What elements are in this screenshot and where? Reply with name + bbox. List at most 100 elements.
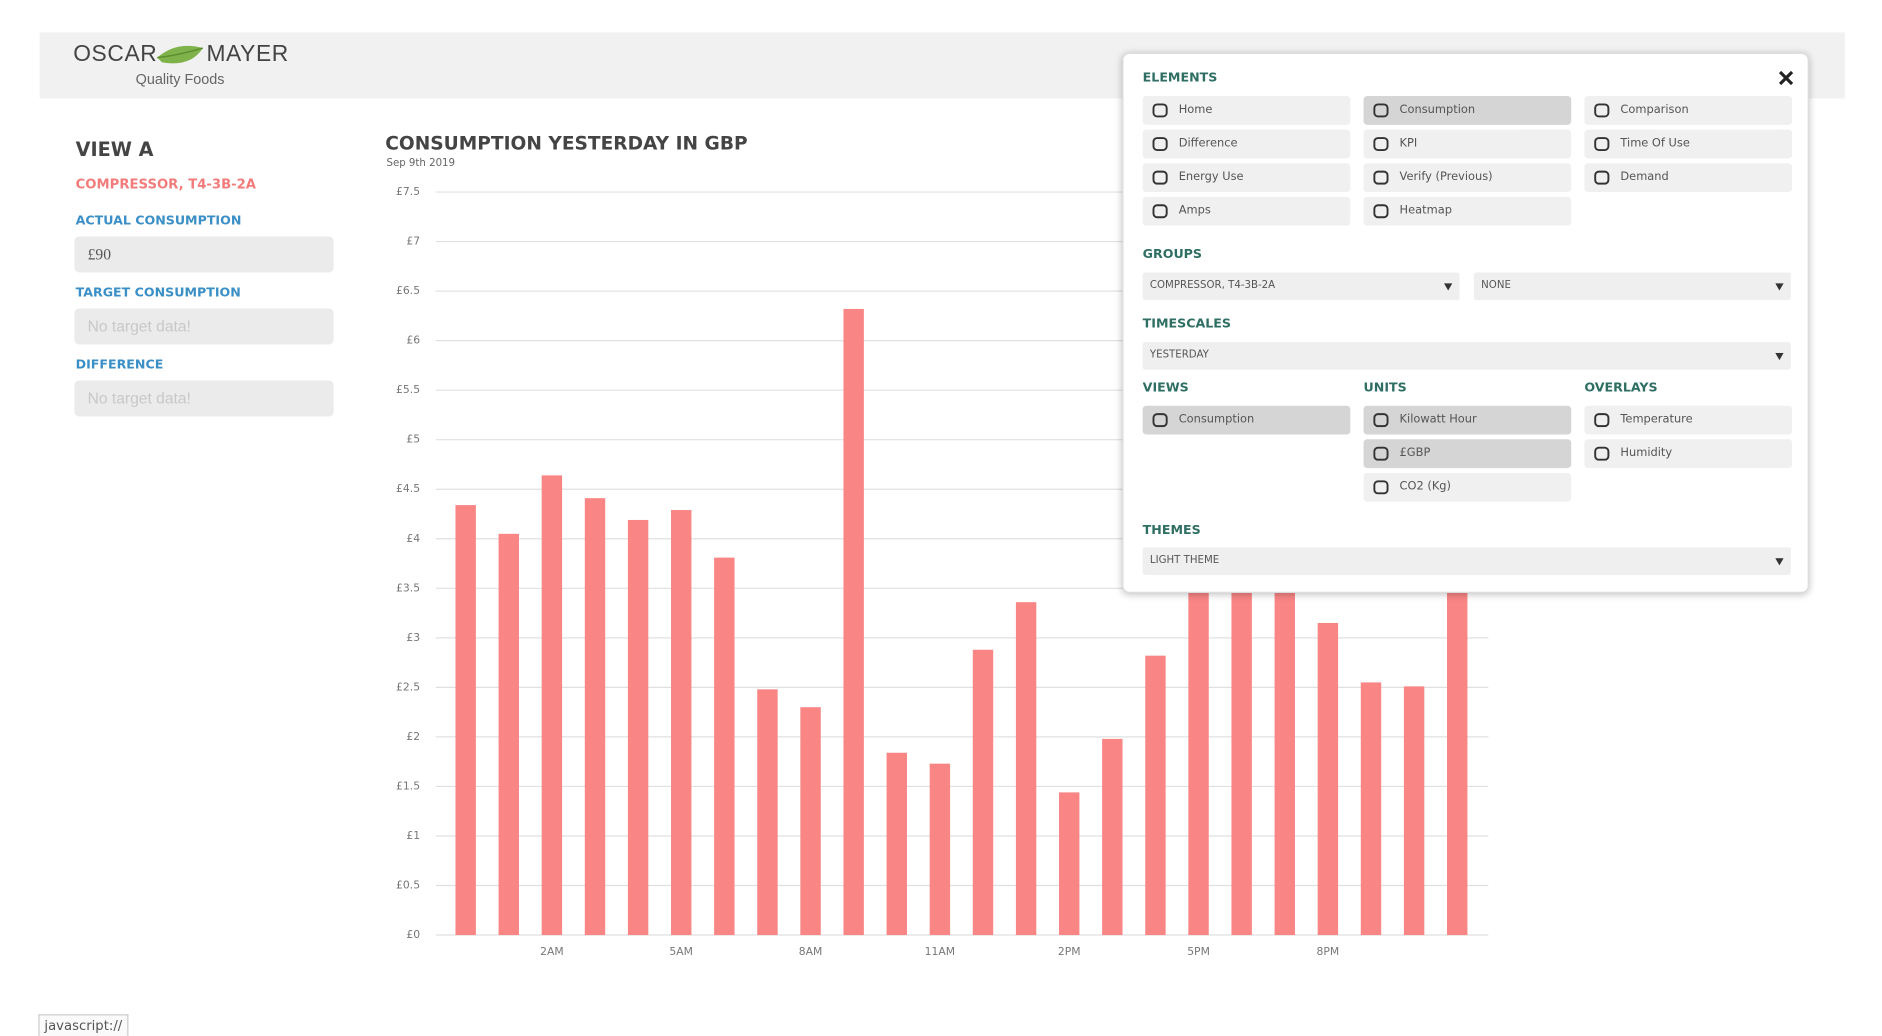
section-title: THEMES — [1143, 523, 1201, 537]
label: Heatmap — [1399, 204, 1452, 218]
y-tick-label: £6 — [406, 334, 420, 347]
toggle-button[interactable]: Heatmap — [1363, 196, 1572, 226]
y-tick-label: £3.5 — [396, 581, 420, 594]
bar — [929, 763, 951, 936]
button-icon — [1594, 137, 1610, 151]
label: Verify (Previous) — [1399, 170, 1493, 184]
logo-leaf — [157, 45, 204, 64]
button-icon — [1373, 413, 1389, 428]
bar — [1015, 602, 1037, 936]
label: OVERLAYS — [1584, 380, 1658, 395]
dropdown-select[interactable]: YESTERDAY — [1142, 342, 1791, 370]
label: CO2 (Kg) — [1399, 480, 1451, 494]
section-title: ELEMENTS — [1143, 71, 1218, 85]
dropdown-select[interactable]: NONE — [1473, 272, 1791, 301]
label: UNITS — [1363, 380, 1407, 395]
button-icon — [1373, 480, 1389, 495]
y-tick-label: £2 — [406, 730, 420, 743]
bar — [584, 498, 606, 936]
toggle-button[interactable]: Kilowatt Hour — [1363, 405, 1572, 435]
toggle-button[interactable]: Consumption — [1363, 96, 1572, 125]
toggle-button[interactable]: Verify (Previous) — [1363, 163, 1572, 193]
toggle-button[interactable]: Energy Use — [1142, 163, 1351, 193]
bar — [1274, 538, 1295, 936]
label: Amps — [1178, 204, 1211, 218]
settings-panel: ELEMENTS Home Consumption Comparison Differe… — [1122, 52, 1809, 593]
button-icon — [1373, 170, 1389, 185]
toggle-button[interactable]: CO2 (Kg) — [1363, 472, 1572, 502]
toggle-button[interactable]: Time Of Use — [1584, 129, 1793, 159]
label: Demand — [1620, 170, 1669, 184]
bar — [1188, 518, 1209, 936]
dropdown-arrow — [1443, 283, 1453, 291]
label: Temperature — [1620, 412, 1693, 427]
y-tick-label: £4.5 — [396, 482, 420, 495]
label: £GBP — [1399, 446, 1431, 460]
button-icon — [1594, 413, 1610, 428]
label: DIFFERENCE — [75, 357, 164, 373]
section-title: VIEWS — [1143, 380, 1189, 394]
label: Kilowatt Hour — [1399, 412, 1477, 427]
label: ACTUAL CONSUMPTION — [75, 213, 242, 229]
toggle-button[interactable]: Amps — [1142, 196, 1351, 226]
label: TIMESCALES — [1142, 316, 1231, 332]
field-label: DIFFERENCE — [76, 358, 164, 372]
label: COMPRESSOR, T4-3B-2A — [1149, 279, 1276, 292]
bar — [1447, 538, 1468, 936]
toggle-button[interactable]: £GBP — [1363, 439, 1572, 469]
bar — [498, 533, 519, 936]
label: £90 — [87, 244, 112, 263]
dropdown-select[interactable]: LIGHT THEME — [1142, 547, 1791, 575]
toggle-button[interactable]: Home — [1142, 96, 1351, 125]
section-title: GROUPS — [1143, 247, 1202, 261]
field-placeholder: No target data! — [74, 308, 334, 345]
bar — [1231, 489, 1252, 936]
label: ELEMENTS — [1142, 70, 1218, 86]
label: KPI — [1399, 136, 1418, 151]
dropdown-arrow — [1775, 283, 1784, 291]
button-icon — [1373, 446, 1389, 461]
brand-left: OSCAR — [73, 42, 158, 68]
toggle-button[interactable]: Temperature — [1584, 405, 1793, 435]
label: Consumption — [1178, 412, 1255, 427]
button-icon — [1152, 204, 1168, 219]
status-bar: javascript:// — [38, 1014, 129, 1036]
toggle-button[interactable]: Difference — [1142, 129, 1351, 159]
label: Comparison — [1620, 103, 1689, 117]
bar — [627, 519, 649, 936]
dropdown-select[interactable]: COMPRESSOR, T4-3B-2A — [1142, 272, 1460, 301]
field-label: TARGET CONSUMPTION — [76, 286, 241, 300]
button-icon — [1373, 103, 1389, 118]
chart-subtitle: Sep 9th 2019 — [386, 158, 455, 169]
x-tick-label: 8AM — [799, 945, 823, 958]
x-tick-label: 2PM — [1058, 945, 1081, 958]
label: Difference — [1178, 136, 1238, 151]
label: Humidity — [1620, 446, 1673, 460]
toggle-button[interactable]: Demand — [1584, 163, 1793, 193]
bar — [886, 752, 907, 936]
y-tick-label: £5 — [406, 433, 420, 446]
button-icon — [1594, 103, 1610, 118]
bar — [1145, 655, 1166, 936]
x-tick-label: 5PM — [1187, 945, 1210, 958]
tagline: Quality Foods — [135, 70, 225, 88]
bar — [800, 707, 821, 936]
y-tick-label: £1 — [406, 829, 420, 842]
field-placeholder: No target data! — [74, 380, 334, 417]
y-tick-label: £5.5 — [396, 383, 420, 396]
x-tick-label: 11AM — [925, 945, 955, 958]
y-tick-label: £1.5 — [396, 779, 420, 792]
toggle-button[interactable]: Comparison — [1584, 96, 1793, 125]
view-title: VIEW A — [75, 138, 154, 161]
brand-right: MAYER — [206, 42, 289, 68]
close-button[interactable] — [1778, 70, 1795, 87]
label: LIGHT THEME — [1149, 554, 1220, 567]
toggle-button[interactable]: KPI — [1363, 129, 1572, 159]
toggle-button[interactable]: Humidity — [1584, 439, 1793, 469]
bar — [972, 649, 994, 936]
label: Home — [1178, 103, 1213, 117]
toggle-button[interactable]: Consumption — [1142, 405, 1351, 435]
label: No target data! — [87, 388, 191, 407]
